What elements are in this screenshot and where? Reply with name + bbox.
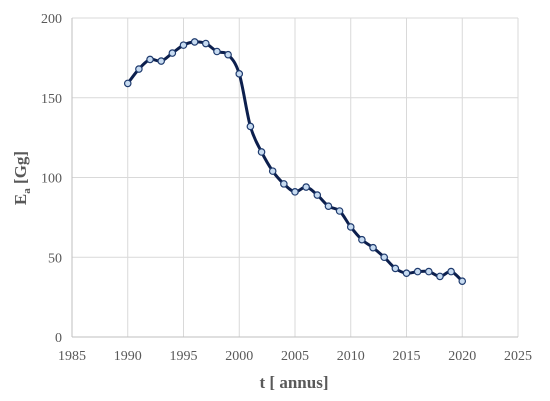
x-tick-label: 2005 (281, 349, 309, 364)
y-axis-title-unit: [Gg] (11, 151, 30, 188)
y-tick-label: 100 (41, 172, 62, 187)
y-tick-label: 200 (41, 12, 62, 27)
data-point (280, 180, 288, 188)
y-axis-title-subscript: a (21, 188, 33, 194)
series-emissions (123, 38, 467, 285)
x-tick-label: 1990 (114, 349, 142, 364)
grid (71, 17, 519, 338)
data-point (447, 267, 455, 276)
data-point (335, 207, 344, 215)
x-tick-label: 2000 (225, 349, 253, 364)
data-point (313, 191, 322, 199)
data-point (391, 264, 400, 273)
y-axis-title-main: E (11, 194, 30, 205)
data-point (436, 272, 444, 281)
data-point (257, 148, 266, 156)
data-point (413, 267, 422, 276)
data-point (168, 49, 177, 57)
data-point (369, 243, 377, 252)
data-point (246, 122, 255, 131)
x-tick-label: 1985 (58, 349, 86, 364)
x-tick-label: 2020 (448, 349, 476, 364)
y-tick-label: 50 (48, 251, 62, 266)
x-axis-ticks: 1985 1990 1995 2000 2005 2010 2015 2020 2025 (58, 349, 532, 364)
data-point (179, 41, 188, 49)
data-point (358, 235, 366, 244)
y-axis-ticks: 0 50 100 150 200 (41, 12, 62, 346)
x-axis-title: t [ annus] (260, 373, 329, 392)
data-point (302, 183, 310, 191)
data-point (424, 267, 433, 276)
x-tick-label: 2025 (504, 349, 532, 364)
y-tick-label: 0 (55, 331, 62, 346)
data-point (268, 167, 277, 175)
x-tick-label: 2010 (337, 349, 365, 364)
data-point (324, 202, 333, 211)
data-point (235, 70, 244, 78)
data-point (146, 55, 154, 64)
data-point (402, 269, 411, 278)
data-point (380, 253, 389, 262)
data-point (123, 79, 132, 88)
y-axis-title: Ea [Gg] (11, 151, 33, 205)
y-tick-label: 150 (41, 92, 62, 107)
data-point (213, 47, 221, 56)
data-point (224, 50, 232, 59)
data-point (291, 188, 299, 196)
data-point (190, 38, 199, 46)
data-point (458, 277, 467, 285)
x-tick-label: 2015 (393, 349, 421, 364)
data-point (135, 65, 143, 73)
data-point (202, 39, 210, 48)
x-tick-label: 1995 (170, 349, 198, 364)
data-point (346, 223, 355, 231)
data-point (157, 57, 166, 65)
